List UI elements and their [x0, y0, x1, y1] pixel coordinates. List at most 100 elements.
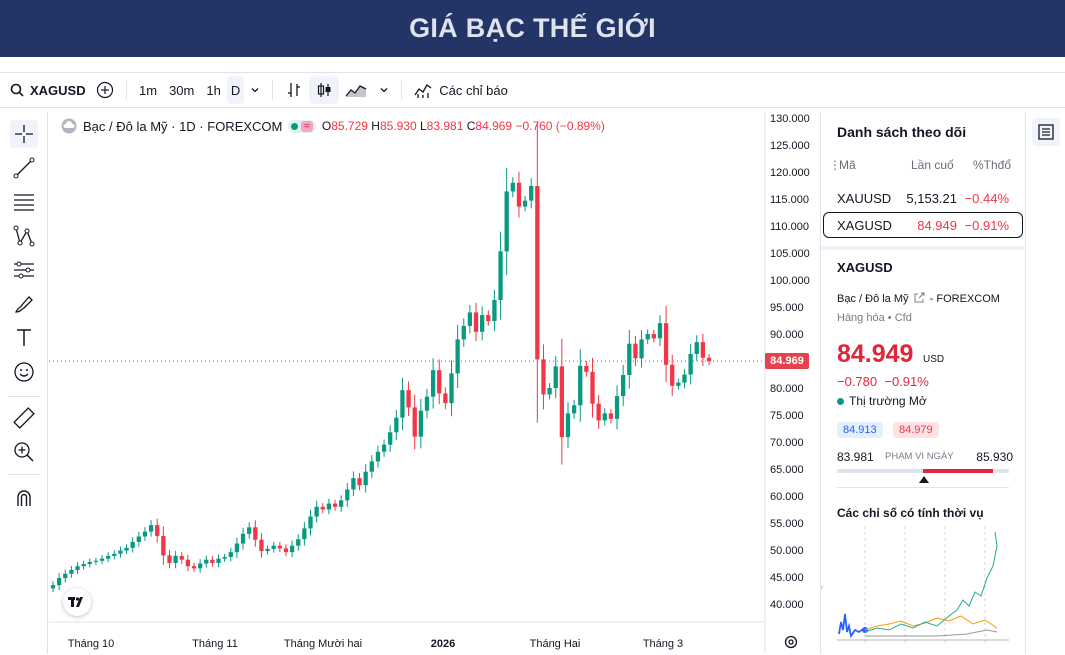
symbol-search[interactable]: XAGUSD	[0, 83, 90, 98]
candlestick-icon	[318, 83, 331, 97]
interval-1m[interactable]: 1m	[139, 82, 158, 98]
detail-exchange[interactable]: FOREXCOM	[936, 293, 1000, 305]
external-link-icon[interactable]	[914, 292, 925, 303]
x-tick-label: Tháng 11	[192, 638, 238, 650]
crosshair-tool[interactable]	[10, 120, 38, 148]
candle-body	[424, 396, 430, 411]
detail-change-row: −0.780 −0.91%	[837, 374, 929, 389]
drawing-toolbar	[0, 112, 48, 654]
market-status-badge[interactable]: ≈	[288, 119, 316, 133]
candles-style-button[interactable]	[309, 76, 340, 104]
zoom-tool[interactable]	[10, 438, 38, 466]
watchlist-row-xauusd[interactable]: XAUUSD 5,153.21 −0.44%	[823, 185, 1023, 211]
brush-tool[interactable]	[10, 290, 38, 318]
seasonal-chart[interactable]	[837, 526, 1009, 650]
row-change: −0.91%	[964, 217, 1009, 233]
candle-body	[510, 182, 515, 192]
candle-body	[430, 370, 436, 397]
candle-body	[676, 382, 681, 386]
candle-body	[339, 500, 344, 507]
y-tick-label: 45.000	[770, 572, 804, 584]
candle-body	[418, 410, 423, 437]
brush-icon	[15, 296, 33, 313]
candle-body	[63, 573, 68, 579]
y-tick-label: 40.000	[770, 599, 804, 611]
high-label: H	[371, 119, 380, 133]
candle-body	[185, 559, 191, 567]
detail-symbol: XAGUSD	[837, 260, 893, 275]
market-open-dot-icon	[837, 397, 844, 405]
seasonal-series-green	[864, 531, 998, 633]
candle-body	[277, 545, 282, 549]
candle-body	[326, 503, 332, 510]
col-symbol[interactable]: Mã	[839, 158, 856, 172]
tradingview-logo[interactable]	[63, 588, 91, 616]
candle-body	[228, 552, 233, 558]
y-tick-label: 105.000	[770, 248, 810, 260]
smiley-icon	[14, 362, 34, 382]
y-tick-label: 110.000	[770, 221, 809, 233]
candle-body	[621, 375, 626, 397]
candle-body	[259, 539, 264, 552]
market-status[interactable]: Thị trường Mở	[837, 394, 927, 408]
col-last[interactable]: Lần cuố	[911, 158, 954, 172]
day-high: 85.930	[976, 450, 1013, 464]
fib-tool[interactable]	[10, 188, 38, 216]
emoji-tool[interactable]	[10, 358, 38, 386]
trendline-tool[interactable]	[10, 154, 38, 182]
candle-body	[590, 371, 595, 404]
candle-body	[357, 478, 362, 486]
bars-style-button[interactable]	[279, 76, 309, 104]
open-value: 85.729	[331, 119, 368, 133]
candle-body	[553, 366, 558, 388]
row-symbol: XAGUSD	[837, 217, 892, 233]
magnet-tool[interactable]	[10, 484, 38, 512]
pattern-tool[interactable]	[10, 222, 38, 250]
ruler-tool[interactable]	[10, 404, 38, 432]
price-chart[interactable]: Bạc / Đô la Mỹ · 1D · FOREXCOM ≈ O85.729…	[49, 112, 819, 654]
detail-name-row: Bạc / Đô la Mỹ - FOREXCOM	[837, 292, 1000, 305]
indicators-button[interactable]: Các chỉ báo	[408, 76, 514, 104]
compare-button[interactable]	[90, 76, 120, 104]
candlestick-chart[interactable]: 130.000 125.000 120.000 115.000 110.000 105.0…	[49, 112, 819, 654]
candle-body	[584, 365, 589, 372]
delay-icon: ≈	[301, 120, 313, 132]
area-style-button[interactable]	[339, 76, 373, 104]
seasonal-title[interactable]: Các chỉ số có tính thời vụ	[837, 506, 984, 520]
candle-body	[93, 560, 99, 562]
interval-d[interactable]: D	[226, 76, 245, 104]
interval-dropdown[interactable]	[244, 76, 266, 104]
candle-body	[412, 407, 417, 437]
x-tick-label: Tháng 3	[643, 638, 683, 650]
detail-name[interactable]: Bạc / Đô la Mỹ	[837, 293, 909, 305]
chart-settings-button[interactable]	[783, 634, 799, 650]
detail-category-row: Hàng hóa • Cfd	[837, 312, 912, 324]
zoom-in-icon	[14, 442, 34, 462]
current-price-tag: 84.969	[765, 353, 809, 370]
chart-style-dropdown[interactable]	[373, 76, 395, 104]
candle-body	[124, 547, 129, 551]
row-symbol: XAUUSD	[837, 190, 892, 206]
prediction-tool[interactable]	[10, 256, 38, 284]
detail-subtype: Cfd	[894, 312, 912, 324]
candle-body	[400, 390, 405, 418]
candle-body	[345, 489, 350, 501]
text-tool[interactable]	[10, 324, 38, 352]
watchlist-row-xagusd[interactable]: XAGUSD 84.949 −0.91%	[823, 212, 1023, 238]
watchlist-toggle-button[interactable]	[1032, 118, 1060, 146]
candle-body	[283, 548, 289, 553]
col-change[interactable]: %Thđổ	[973, 158, 1012, 172]
candle-body	[449, 373, 454, 404]
candle-body	[578, 365, 583, 406]
interval-30m[interactable]: 30m	[169, 82, 195, 98]
collapse-handle[interactable]: ›	[820, 582, 824, 593]
tool-divider	[8, 396, 40, 397]
divider	[401, 80, 403, 100]
candle-body	[197, 563, 203, 569]
candle-body	[529, 186, 534, 201]
drag-handle-icon[interactable]: ⋮	[829, 158, 841, 172]
interval-1h[interactable]: 1h	[206, 82, 221, 98]
candle-body	[69, 569, 74, 574]
close-value: 84.969	[475, 119, 513, 133]
cloud-icon	[61, 118, 77, 134]
